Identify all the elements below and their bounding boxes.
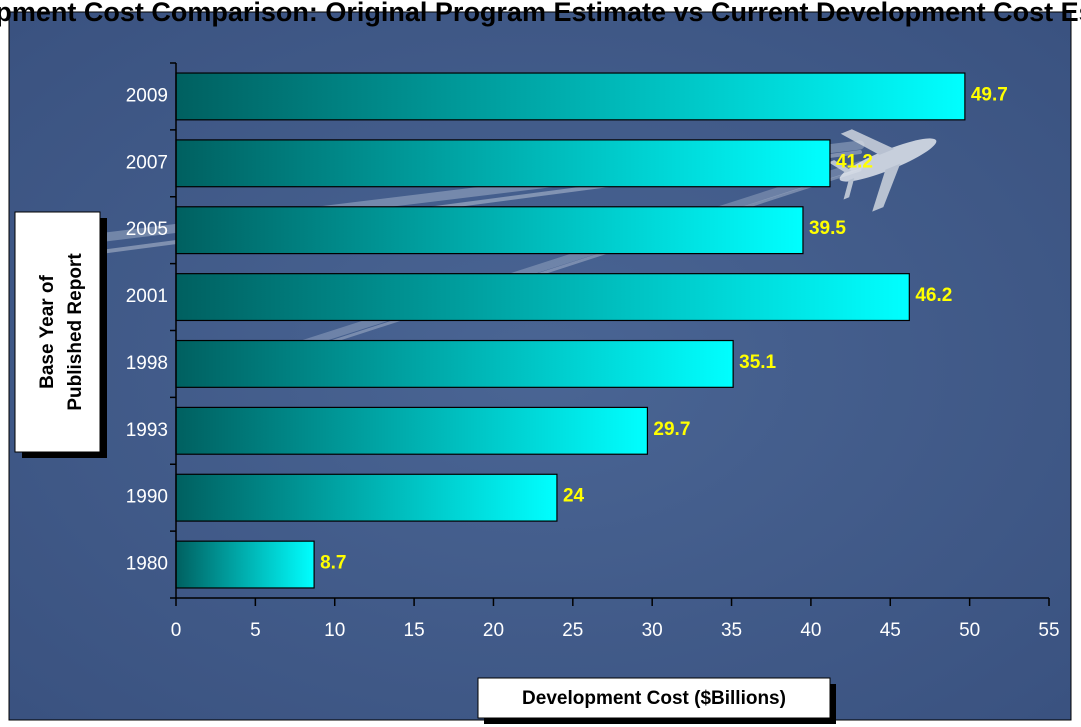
y-tick-label-2001: 2001 — [126, 286, 168, 307]
bar-1993 — [175, 406, 649, 455]
data-label-2005: 39.5 — [809, 218, 846, 239]
data-label-1998: 35.1 — [739, 352, 776, 373]
y-tick-label-1993: 1993 — [126, 420, 168, 441]
x-axis-title-text: Development Cost ($Billions) — [522, 688, 786, 709]
y-tick-label-2009: 2009 — [126, 85, 168, 106]
bars-group — [175, 72, 966, 589]
y-tick-label-2005: 2005 — [126, 219, 168, 240]
data-label-1990: 24 — [563, 486, 585, 507]
y-axis-title: Base Year of Published Report — [14, 211, 107, 458]
data-label-1980: 8.7 — [320, 553, 346, 574]
x-tick-label-15: 15 — [404, 620, 425, 641]
data-label-2009: 49.7 — [971, 84, 1008, 105]
x-tick-label-40: 40 — [800, 620, 821, 641]
data-label-2007: 41.2 — [836, 151, 873, 172]
x-tick-label-35: 35 — [721, 620, 742, 641]
data-label-2001: 46.2 — [915, 285, 952, 306]
x-axis-title: Development Cost ($Billions) — [477, 677, 836, 724]
x-tick-label-55: 55 — [1038, 620, 1059, 641]
bar-2005 — [175, 206, 804, 255]
bar-1998 — [175, 339, 734, 388]
x-tick-label-20: 20 — [483, 620, 504, 641]
x-tick-label-0: 0 — [171, 620, 182, 641]
bar-1990 — [175, 473, 558, 522]
axes-group — [170, 62, 1050, 606]
labels-group: 8.7 1980 24 1990 29.7 1993 35.1 1998 46.2 2001 39.… — [126, 84, 1060, 641]
x-tick-label-10: 10 — [324, 620, 345, 641]
x-tick-label-30: 30 — [642, 620, 663, 641]
y-axis-title-line-1: Base Year of — [37, 274, 58, 388]
x-tick-label-5: 5 — [250, 620, 261, 641]
y-axis-title-line-2: Published Report — [65, 253, 86, 411]
bar-2001 — [175, 273, 910, 322]
y-tick-label-1980: 1980 — [126, 554, 168, 575]
y-tick-label-1998: 1998 — [126, 353, 168, 374]
chart-title: Development Cost Comparison: Original Pr… — [0, 0, 1081, 27]
x-tick-label-45: 45 — [880, 620, 901, 641]
y-tick-label-1990: 1990 — [126, 487, 168, 508]
y-tick-label-2007: 2007 — [126, 152, 168, 173]
bar-2007 — [175, 139, 831, 188]
data-label-1993: 29.7 — [653, 419, 690, 440]
bar-2009 — [175, 72, 966, 121]
x-tick-label-50: 50 — [959, 620, 980, 641]
x-tick-label-25: 25 — [562, 620, 583, 641]
bar-1980 — [175, 540, 315, 589]
airplane-icon — [828, 129, 937, 212]
